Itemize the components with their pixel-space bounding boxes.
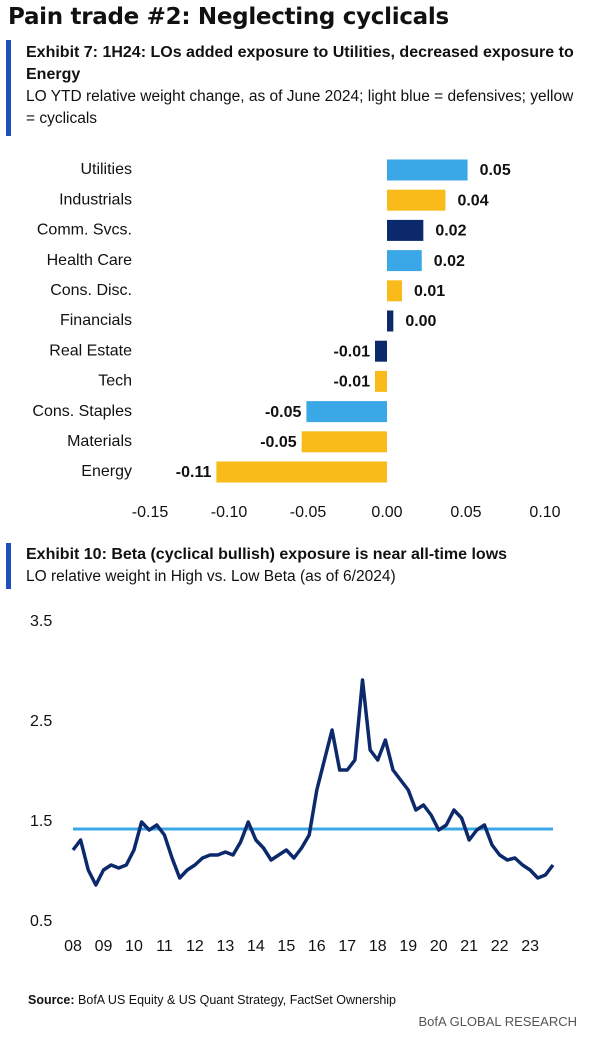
accent-bar [6,40,11,136]
value-label: -0.11 [176,464,212,481]
x-tick-label: 0.05 [450,504,481,521]
x-tick-label: 09 [95,938,113,955]
data-line [71,678,555,887]
x-tick-label: -0.15 [132,504,169,521]
bar [306,401,387,423]
x-tick-label: 10 [125,938,143,955]
x-tick-label: 0.10 [529,504,560,521]
y-tick-label: 3.5 [30,613,52,630]
category-label: Real Estate [49,342,132,359]
x-tick-label: 18 [369,938,387,955]
value-label: 0.04 [457,192,488,209]
value-label: 0.05 [480,162,511,179]
x-tick-label: 12 [186,938,204,955]
x-tick-label: 08 [64,938,82,955]
bar [374,370,387,392]
chart-subtitle: LO relative weight in High vs. Low Beta … [26,568,396,585]
value-label: 0.01 [414,283,445,300]
x-tick-label: 16 [308,938,326,955]
x-tick-label: 0.00 [371,504,402,521]
value-label: 0.02 [434,253,465,270]
x-tick-label: 14 [247,938,265,955]
bar [216,461,387,483]
value-label: -0.05 [260,434,297,451]
category-label: Industrials [59,191,132,208]
bar [301,431,387,453]
source: Source: BofA US Equity & US Quant Strate… [28,993,396,1007]
bar [387,280,403,302]
bar [387,219,424,241]
bar [387,189,446,211]
chart-title: Exhibit 7: 1H24: LOs added exposure to U… [26,44,574,83]
x-tick-label: 17 [338,938,356,955]
chart-title: Exhibit 10: Beta (cyclical bullish) expo… [26,546,508,563]
category-label: Materials [67,433,132,450]
x-tick-label: 22 [491,938,509,955]
category-label: Energy [81,463,132,480]
bar [387,159,468,181]
footer: BofA GLOBAL RESEARCH [418,1014,577,1029]
source-text: BofA US Equity & US Quant Strategy, Fact… [78,993,396,1007]
x-tick-label: 19 [399,938,417,955]
accent-bar [6,543,11,589]
category-label: Financials [60,312,132,329]
value-label: 0.02 [435,223,466,240]
category-label: Cons. Disc. [50,282,132,299]
category-label: Utilities [80,161,132,178]
bar [374,340,387,362]
x-tick-label: -0.10 [211,504,248,521]
x-tick-label: 21 [460,938,478,955]
value-label: 0.00 [405,313,436,330]
category-label: Comm. Svcs. [37,222,132,239]
value-label: -0.01 [334,374,371,391]
category-label: Tech [98,373,132,390]
bar [387,250,422,272]
x-tick-label: 13 [216,938,234,955]
source-label: Source: [28,993,75,1007]
x-tick-label: 11 [156,938,173,955]
chart-subtitle: LO YTD relative weight change, as of Jun… [26,88,574,127]
page-title: Pain trade #2: Neglecting cyclicals [8,4,449,30]
value-label: -0.01 [334,343,371,360]
x-tick-label: 15 [277,938,295,955]
category-label: Health Care [47,252,132,269]
x-tick-label: 20 [430,938,448,955]
category-label: Cons. Staples [32,403,132,420]
y-tick-label: 2.5 [30,713,52,730]
value-label: -0.05 [265,404,302,421]
x-tick-label: -0.05 [290,504,327,521]
bar [387,310,394,332]
y-tick-label: 0.5 [30,913,52,930]
y-tick-label: 1.5 [30,813,52,830]
x-tick-label: 23 [521,938,539,955]
